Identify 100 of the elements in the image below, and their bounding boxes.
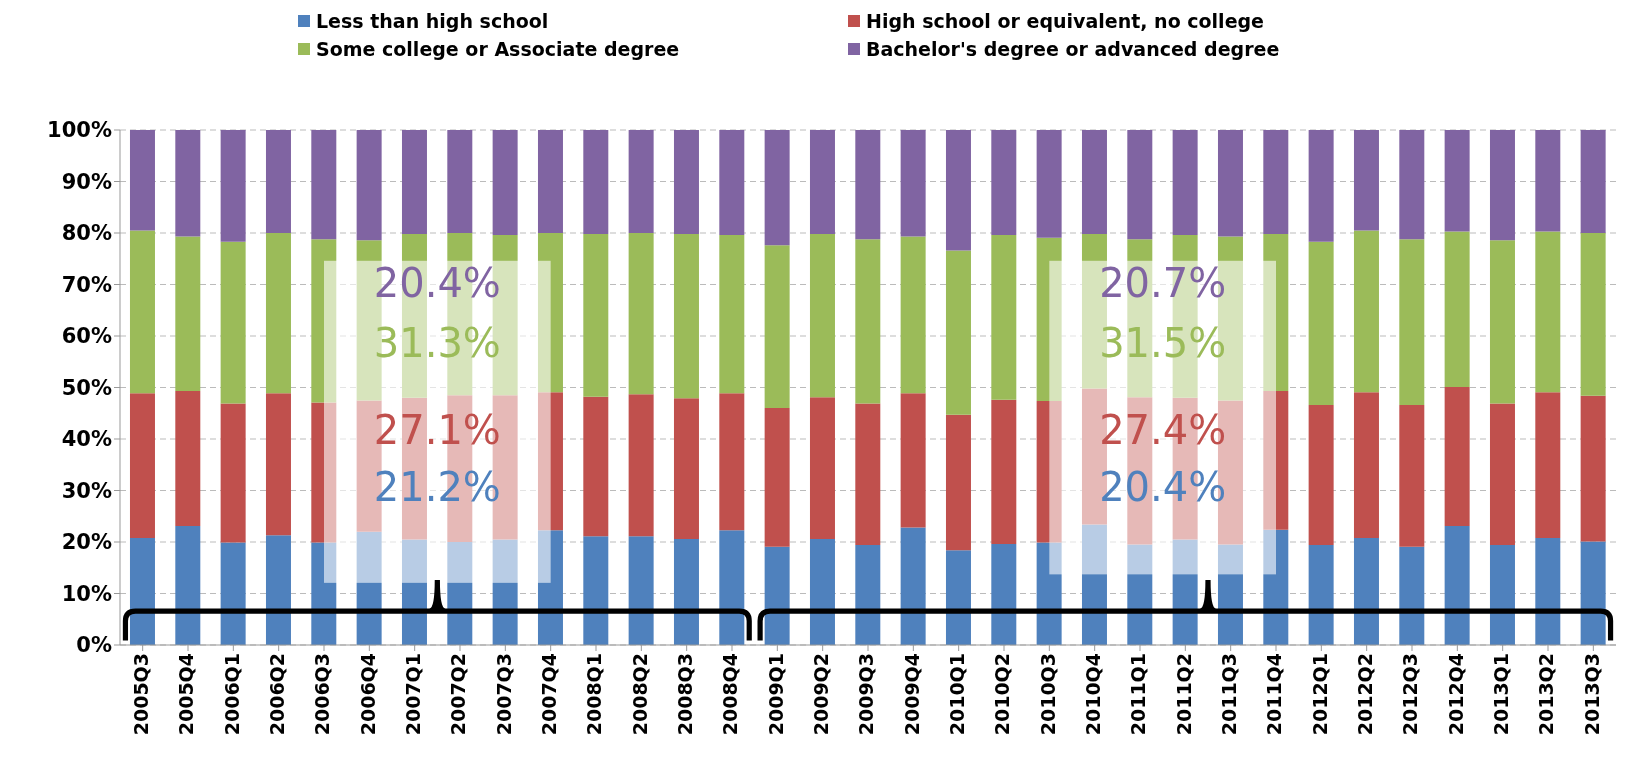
x-tick-label: 2005Q4 — [175, 653, 198, 736]
legend-label: Some college or Associate degree — [316, 38, 680, 60]
bar — [265, 233, 291, 394]
x-tick-label: 2010Q2 — [991, 653, 1014, 736]
bar — [1036, 237, 1062, 401]
annotation: 21.2% — [373, 463, 501, 510]
x-tick-label: 2009Q3 — [855, 653, 878, 736]
y-tick-label: 80% — [61, 221, 112, 246]
bar — [1580, 130, 1606, 233]
legend-label: High school or equivalent, no college — [866, 10, 1265, 32]
bar — [628, 536, 654, 645]
annotation: 31.5% — [1099, 319, 1227, 366]
legend-label: Less than high school — [316, 10, 549, 32]
y-tick-label: 30% — [61, 478, 112, 503]
bar — [1036, 542, 1062, 645]
y-tick-label: 10% — [61, 581, 112, 606]
bar — [583, 396, 609, 537]
bar — [1535, 130, 1561, 232]
x-tick-label: 2008Q3 — [674, 653, 697, 736]
bar — [220, 241, 246, 404]
x-tick-label: 2005Q3 — [130, 653, 153, 736]
bar — [1535, 537, 1561, 645]
x-tick-label: 2012Q4 — [1444, 653, 1467, 736]
x-tick-label: 2007Q2 — [447, 653, 470, 736]
x-tick-label: 2006Q2 — [266, 653, 289, 736]
bar — [1036, 400, 1062, 543]
bar — [129, 130, 155, 231]
bar — [1580, 541, 1606, 645]
y-tick-label: 20% — [61, 530, 112, 555]
x-tick-label: 2006Q1 — [220, 653, 243, 736]
y-tick-label: 70% — [61, 272, 112, 297]
bar — [628, 394, 654, 537]
annotation: 27.1% — [373, 407, 501, 454]
bar — [855, 403, 881, 546]
bar — [900, 130, 926, 237]
bar — [265, 393, 291, 536]
x-tick-label: 2011Q4 — [1263, 653, 1286, 736]
bar — [809, 234, 835, 398]
bar — [1353, 230, 1379, 393]
bar — [673, 234, 699, 399]
bar — [356, 531, 382, 645]
y-tick-label: 100% — [47, 118, 112, 143]
bar — [311, 239, 337, 403]
bar — [1535, 231, 1561, 393]
bar — [1308, 545, 1334, 645]
bar — [900, 393, 926, 528]
bar — [492, 539, 518, 645]
x-tick-label: 2008Q4 — [719, 653, 742, 736]
bar — [1580, 233, 1606, 396]
bar — [583, 130, 609, 235]
bar — [1489, 130, 1515, 241]
x-tick-label: 2006Q3 — [311, 653, 334, 736]
bar — [673, 130, 699, 235]
bar — [401, 539, 427, 645]
bar — [1399, 130, 1425, 240]
bar — [991, 130, 1017, 236]
annotation: 20.4% — [373, 260, 501, 307]
bar — [175, 130, 201, 237]
bar — [583, 234, 609, 397]
bar — [447, 130, 473, 233]
y-tick-label: 60% — [61, 324, 112, 349]
bar — [1308, 405, 1334, 546]
bar — [175, 391, 201, 527]
bar — [129, 537, 155, 645]
x-tick-label: 2012Q1 — [1308, 653, 1331, 736]
bar — [855, 545, 881, 645]
bar — [1444, 130, 1470, 232]
bar — [991, 544, 1017, 645]
bar — [673, 398, 699, 539]
bar — [1036, 130, 1062, 238]
bar — [719, 530, 745, 645]
bar — [1489, 545, 1515, 645]
bar — [1444, 526, 1470, 645]
bar — [719, 393, 745, 531]
x-tick-label: 2007Q3 — [492, 653, 515, 736]
annotation: 31.3% — [373, 319, 501, 366]
x-tick-label: 2011Q1 — [1127, 653, 1150, 736]
x-tick-label: 2011Q2 — [1172, 653, 1195, 736]
bar — [175, 236, 201, 392]
bar — [220, 542, 246, 645]
x-tick-label: 2013Q1 — [1490, 653, 1513, 736]
x-tick-label: 2009Q2 — [810, 653, 833, 736]
bar — [129, 230, 155, 394]
x-tick-label: 2008Q1 — [583, 653, 606, 736]
x-tick-label: 2009Q4 — [900, 653, 923, 736]
bar — [220, 130, 246, 242]
bar — [764, 245, 790, 409]
x-tick-label: 2012Q3 — [1399, 653, 1422, 736]
bar — [673, 538, 699, 645]
x-tick-label: 2007Q1 — [402, 653, 425, 736]
bar — [1081, 130, 1107, 235]
bar — [492, 130, 518, 236]
y-tick-label: 40% — [61, 427, 112, 452]
bar — [220, 403, 246, 543]
bar — [1172, 539, 1198, 645]
x-tick-label: 2011Q3 — [1218, 653, 1241, 736]
bar — [1489, 240, 1515, 404]
bar — [900, 527, 926, 645]
annotation: 20.7% — [1099, 260, 1227, 307]
bar — [537, 392, 563, 531]
